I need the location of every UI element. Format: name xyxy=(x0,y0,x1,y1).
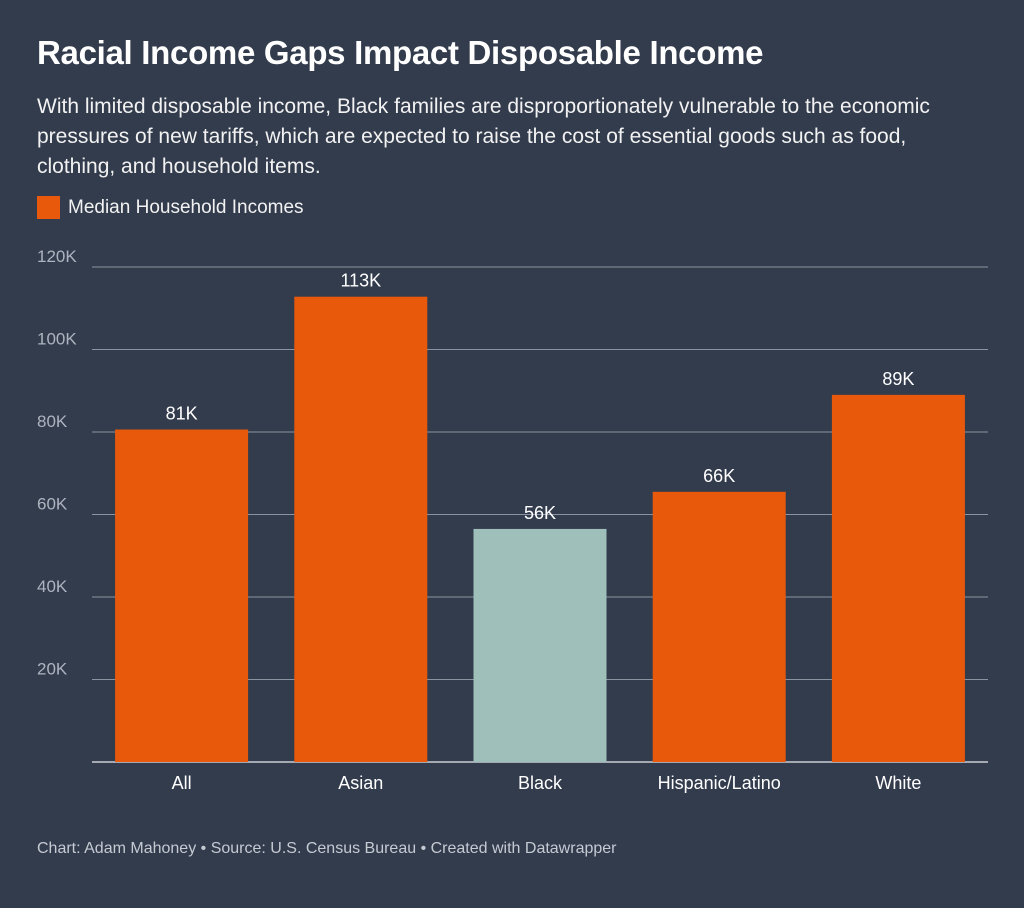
x-tick-label: Hispanic/Latino xyxy=(658,773,781,793)
data-label: 66K xyxy=(703,466,735,486)
y-tick-label: 100K xyxy=(37,330,77,349)
bar xyxy=(294,296,428,762)
chart-footer: Chart: Adam Mahoney • Source: U.S. Censu… xyxy=(37,840,617,857)
y-tick-label: 80K xyxy=(37,412,68,431)
y-tick-label: 120K xyxy=(37,247,77,266)
bar xyxy=(473,528,607,762)
chart-subtitle: With limited disposable income, Black fa… xyxy=(37,95,930,178)
x-tick-label: All xyxy=(172,773,192,793)
data-label: 113K xyxy=(340,271,381,291)
data-label: 81K xyxy=(166,404,198,424)
bar xyxy=(652,491,786,762)
chart-title: Racial Income Gaps Impact Disposable Inc… xyxy=(37,34,764,71)
y-tick-label: 60K xyxy=(37,495,68,514)
labels: 20K 40K 60K 80K 100K 120K 81K All 113K Asian 56K Bl… xyxy=(37,247,921,793)
bars xyxy=(115,296,965,762)
y-tick-label: 40K xyxy=(37,577,68,596)
bar xyxy=(831,394,965,762)
x-tick-label: Asian xyxy=(338,773,383,793)
y-tick-label: 20K xyxy=(37,660,68,679)
data-label: 56K xyxy=(524,503,556,523)
bar xyxy=(115,429,249,762)
x-tick-label: Black xyxy=(518,773,563,793)
legend-label: Median Household Incomes xyxy=(68,196,304,218)
x-tick-label: White xyxy=(875,773,921,793)
data-label: 89K xyxy=(882,369,914,389)
legend: Median Household Incomes xyxy=(37,196,304,219)
legend-swatch xyxy=(37,196,60,219)
